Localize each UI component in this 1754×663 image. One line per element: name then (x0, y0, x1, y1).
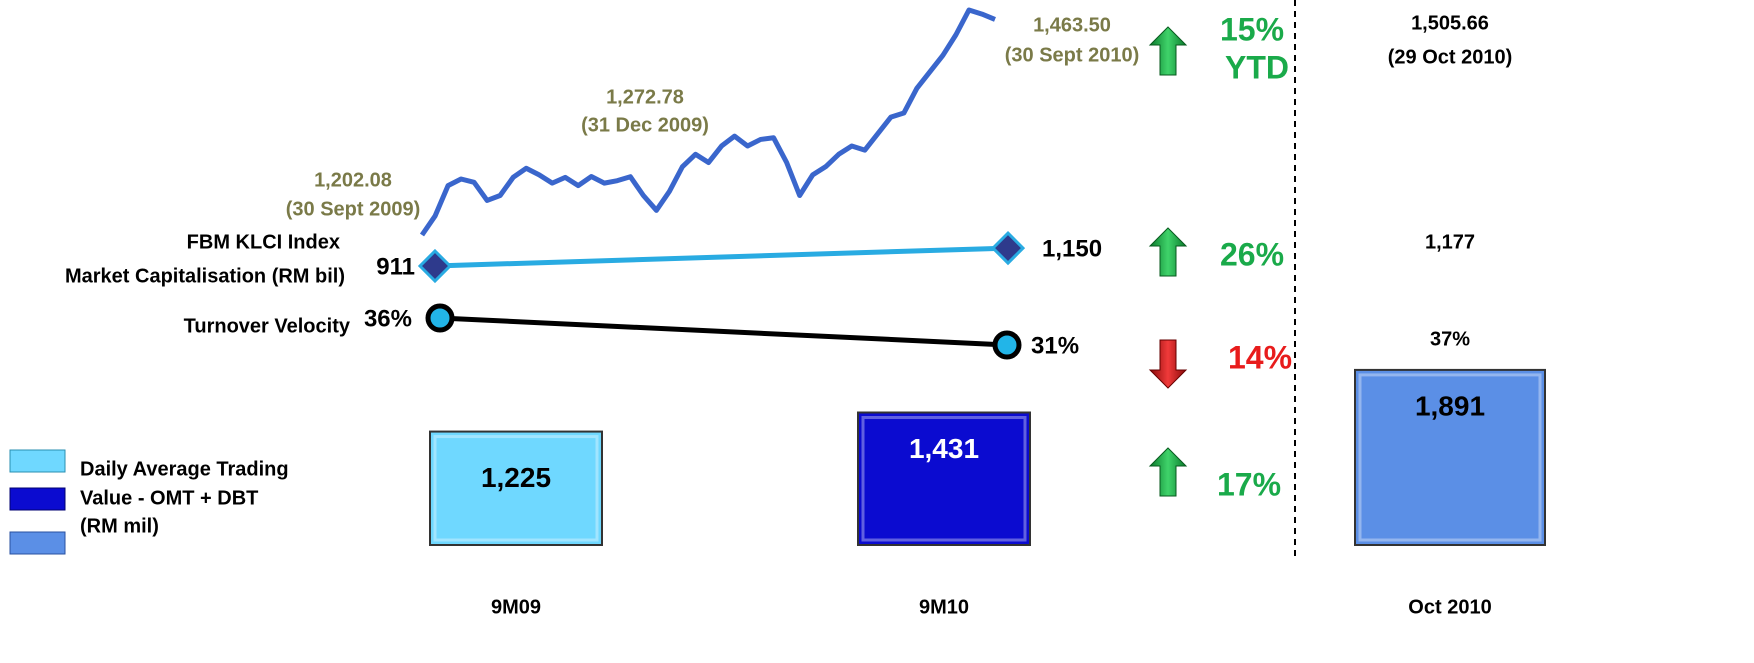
value-label: 31% (1031, 332, 1079, 359)
oct-date: (29 Oct 2010) (1388, 46, 1513, 68)
legend-text: Value - OMT + DBT (80, 487, 258, 509)
legend-text: (RM mil) (80, 515, 159, 537)
velocity-point (425, 303, 455, 333)
series-label: FBM KLCI Index (187, 231, 340, 253)
legend-swatch (9, 449, 66, 473)
oct-index: 1,505.66 (1411, 12, 1489, 34)
velocity-point (992, 330, 1022, 360)
legend-text: Daily Average Trading (80, 458, 289, 480)
market-cap-point (417, 248, 453, 284)
change-arrow (1148, 26, 1188, 76)
category-label: 9M09 (491, 596, 541, 618)
oct-velocity: 37% (1430, 328, 1470, 350)
annotation: 1,202.08 (314, 169, 392, 191)
bar-bevel (433, 435, 599, 542)
change-text: 17% (1217, 466, 1281, 502)
index-line (419, 7, 996, 237)
annotation: 1,463.50 (1033, 14, 1111, 36)
category-label: 9M10 (919, 596, 969, 618)
bar-label: 1,431 (909, 433, 979, 464)
series-label: Market Capitalisation (RM bil) (65, 265, 345, 287)
value-label: 911 (376, 253, 415, 280)
bar (857, 411, 1031, 546)
change-arrow (1148, 227, 1188, 277)
value-label: 36% (364, 305, 412, 332)
legend-swatch (9, 531, 66, 555)
oct-market-cap: 1,177 (1425, 231, 1475, 253)
annotation: (30 Sept 2009) (286, 198, 421, 220)
change-arrow (1148, 339, 1188, 389)
annotation: (30 Sept 2010) (1005, 44, 1140, 66)
market-cap-point (990, 230, 1026, 266)
bar-label: 1,891 (1415, 390, 1485, 421)
bar (429, 430, 603, 546)
bar-label: 1,225 (481, 462, 551, 493)
change-text: 26% (1220, 236, 1284, 272)
change-text: 14% (1228, 339, 1292, 375)
legend-swatch (9, 487, 66, 511)
bar-bevel (1358, 373, 1542, 542)
bar-bevel (861, 416, 1027, 542)
annotation: (31 Dec 2009) (581, 114, 709, 136)
change-note: YTD (1225, 49, 1289, 85)
change-text: 15% (1220, 11, 1284, 47)
value-label: 1,150 (1042, 235, 1102, 262)
annotation: 1,272.78 (606, 86, 684, 108)
category-label: Oct 2010 (1408, 596, 1491, 618)
change-arrow (1148, 447, 1188, 497)
market-cap-line (434, 245, 1009, 269)
bar (1354, 368, 1546, 546)
velocity-line (439, 315, 1008, 348)
series-label: Turnover Velocity (184, 315, 351, 337)
